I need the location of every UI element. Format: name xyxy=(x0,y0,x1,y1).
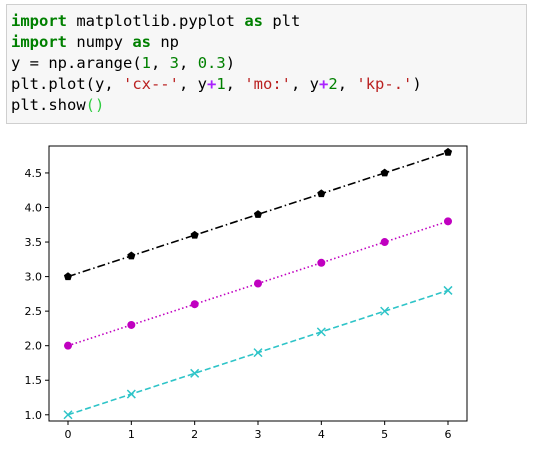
data-point xyxy=(380,238,389,247)
code-line: import numpy as np xyxy=(11,32,422,53)
data-point xyxy=(317,258,326,267)
data-point xyxy=(64,341,72,350)
x-tick-label: 4 xyxy=(318,428,325,441)
y-tick-label: 3.0 xyxy=(25,271,43,284)
x-tick-label: 1 xyxy=(128,428,135,441)
y-tick-label: 2.5 xyxy=(25,305,43,318)
data-point xyxy=(63,410,73,420)
code-token: () xyxy=(85,96,105,114)
code-token: y = np.arange( xyxy=(11,54,142,72)
data-point xyxy=(190,300,199,309)
code-token: + xyxy=(206,75,217,93)
code-token: plt.plot(y, xyxy=(11,75,123,93)
data-point xyxy=(254,279,262,288)
data-point xyxy=(127,251,136,260)
code-token: 'cx--' xyxy=(122,75,179,93)
x-tick-label: 5 xyxy=(381,428,388,441)
x-tick-label: 3 xyxy=(255,428,262,441)
data-point xyxy=(253,348,263,358)
code-token: numpy xyxy=(67,33,133,51)
data-point xyxy=(380,168,389,177)
y-tick-label: 1.0 xyxy=(25,409,43,422)
y-tick-label: 1.5 xyxy=(25,374,43,387)
code-token: matplotlib.pyplot xyxy=(67,12,245,30)
code-token: import xyxy=(11,33,67,51)
data-point xyxy=(63,272,73,281)
x-tick-label: 0 xyxy=(65,428,72,441)
data-point xyxy=(126,389,136,399)
data-point xyxy=(316,327,326,337)
code-token: plt xyxy=(262,12,301,30)
code-token: 'kp-.' xyxy=(356,75,413,93)
code-token: 'mo:' xyxy=(244,75,292,93)
data-point xyxy=(443,147,453,156)
code-token: as xyxy=(132,33,151,51)
data-point xyxy=(444,217,452,226)
code-cell[interactable]: import matplotlib.pyplot as plt import nu… xyxy=(6,4,527,124)
data-point xyxy=(190,368,200,378)
code-line: plt.show() xyxy=(11,95,422,116)
code-line: import matplotlib.pyplot as plt xyxy=(11,11,422,32)
code-token: , xyxy=(151,54,170,72)
data-point xyxy=(443,285,453,295)
y-tick-label: 3.5 xyxy=(25,236,43,249)
x-tick-label: 2 xyxy=(191,428,198,441)
code-token: 0.3 xyxy=(197,54,226,72)
code-token: 1 xyxy=(216,75,226,93)
data-point xyxy=(127,320,136,329)
code-editor[interactable]: import matplotlib.pyplot as plt import nu… xyxy=(11,11,422,116)
data-point xyxy=(190,230,199,239)
code-token: , xyxy=(225,75,245,93)
code-token: import xyxy=(11,12,67,30)
code-token: , xyxy=(179,54,198,72)
code-token: + xyxy=(319,75,329,93)
y-tick-label: 2.0 xyxy=(25,340,43,353)
code-token: , y xyxy=(178,75,207,93)
data-point xyxy=(317,189,326,198)
data-point xyxy=(380,306,390,316)
code-token: np xyxy=(151,33,179,51)
data-point xyxy=(253,210,263,218)
code-line: y = np.arange(1, 3, 0.3) xyxy=(11,53,422,74)
code-token: , y xyxy=(291,75,320,93)
code-token: , xyxy=(337,75,357,93)
code-token: 1 xyxy=(141,54,151,72)
code-token: ) xyxy=(225,54,236,72)
code-token: plt.show xyxy=(11,96,86,114)
y-tick-label: 4.5 xyxy=(25,167,43,180)
code-token: 3 xyxy=(169,54,180,72)
code-token: 2 xyxy=(328,75,338,93)
y-tick-label: 4.0 xyxy=(25,201,43,214)
code-token: as xyxy=(244,12,263,30)
plot-output: 0 1 2 3 4 5 6 1.0 1.5 2.0 2.5 3.0 3.5 4.0 4.5 xyxy=(0,138,539,458)
code-token: ) xyxy=(412,75,422,93)
x-tick-label: 6 xyxy=(445,428,452,441)
code-line: plt.plot(y, 'cx--', y+1, 'mo:', y+2, 'kp… xyxy=(11,74,422,95)
line-chart: 0 1 2 3 4 5 6 1.0 1.5 2.0 2.5 3.0 3.5 4.0 4.5 xyxy=(25,145,468,441)
